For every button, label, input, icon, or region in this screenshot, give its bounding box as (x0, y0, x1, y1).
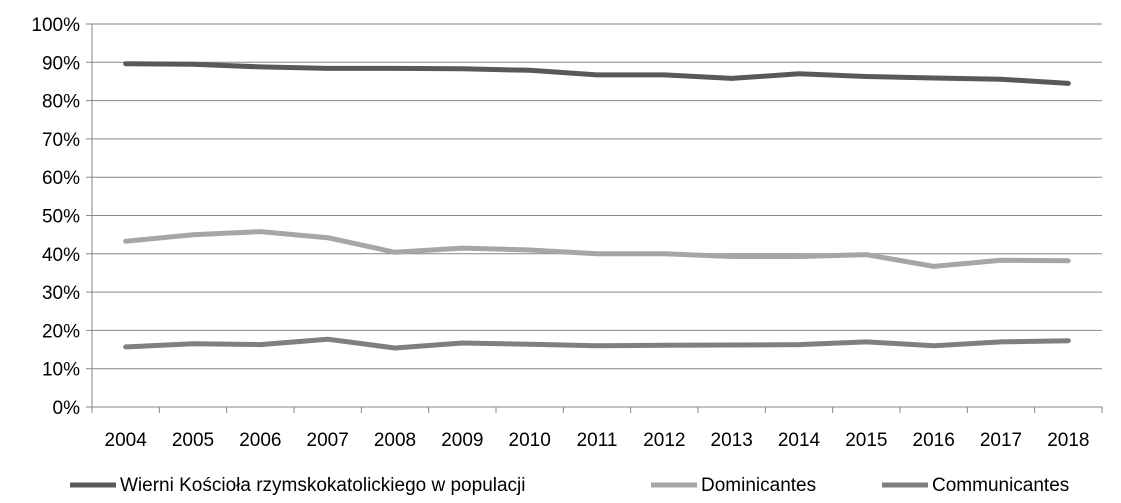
x-tick-label: 2012 (643, 430, 685, 451)
y-tick-label: 40% (42, 245, 80, 266)
x-tick-label: 2010 (509, 430, 551, 451)
legend-label-1: Wierni Kościoła rzymskokatolickiego w po… (120, 475, 526, 496)
gridlines (92, 23, 1102, 370)
x-tick-label: 2007 (307, 430, 349, 451)
legend: Wierni Kościoła rzymskokatolickiego w po… (70, 475, 1069, 496)
x-tick-label: 2005 (172, 430, 214, 451)
y-tick-label: 50% (42, 207, 80, 228)
y-tick-label: 10% (42, 360, 80, 381)
x-tick-label: 2018 (1047, 430, 1089, 451)
series-line-3 (123, 336, 1071, 351)
y-tick-label: 70% (42, 130, 80, 151)
series-line-2 (123, 229, 1071, 269)
y-tick-label: 20% (42, 321, 80, 342)
series-line-1 (123, 61, 1071, 86)
x-tick-label: 2016 (913, 430, 955, 451)
x-tick-label: 2014 (778, 430, 821, 451)
x-tick-label: 2011 (577, 430, 618, 451)
x-tick-label: 2004 (105, 430, 148, 451)
y-tick-label: 90% (42, 53, 80, 74)
y-tick-label: 0% (53, 398, 81, 419)
legend-label-3: Communicantes (932, 475, 1069, 496)
axes (86, 23, 1103, 413)
series-lines (123, 61, 1071, 351)
x-tick-label: 2013 (711, 430, 753, 451)
y-tick-label: 80% (42, 92, 80, 113)
x-tick-label: 2008 (374, 430, 416, 451)
y-tick-label: 100% (31, 15, 80, 36)
x-tick-label: 2015 (845, 430, 887, 451)
y-tick-label: 30% (42, 283, 80, 304)
x-tick-label: 2017 (980, 430, 1022, 451)
x-tick-label: 2006 (239, 430, 281, 451)
legend-label-2: Dominicantes (701, 475, 816, 496)
y-tick-label: 60% (42, 168, 80, 189)
x-tick-label: 2009 (441, 430, 483, 451)
tick-labels: 0% 10% 20% 30% 40% 50% 60% 70% 80% 90% 100% 2004 200… (31, 15, 1089, 451)
